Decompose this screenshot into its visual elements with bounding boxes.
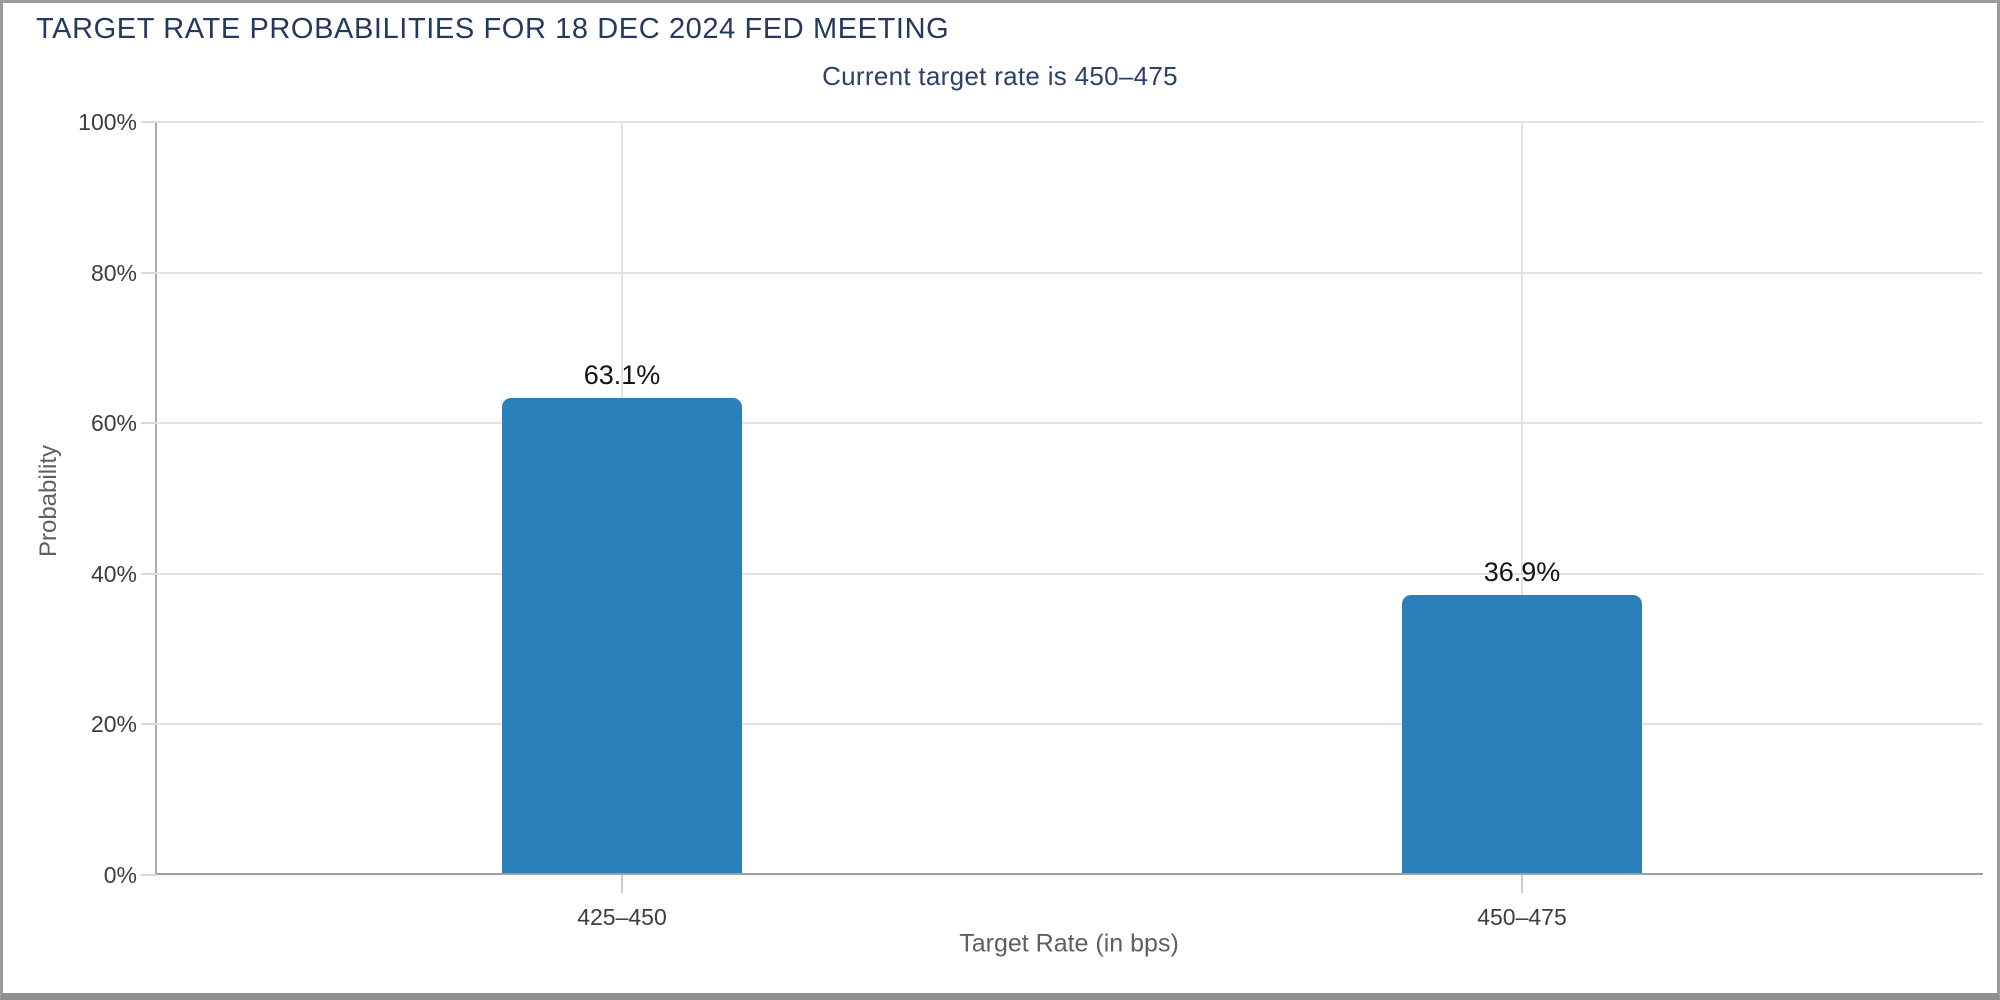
x-axis-title: Target Rate (in bps) [959, 929, 1179, 958]
y-tick-label: 40% [90, 560, 137, 587]
y-gridline [157, 271, 1983, 274]
chart-title: TARGET RATE PROBABILITIES FOR 18 DEC 202… [36, 13, 950, 45]
y-tick-label: 100% [78, 109, 137, 135]
bar-value-label: 63.1% [583, 359, 661, 390]
y-axis-tick [141, 572, 157, 575]
y-axis-tick [141, 422, 157, 425]
plot-area: 0% 20% 40% 60% 80% 100% 63.1% 425–450 36.9% 450–4… [78, 109, 1983, 930]
y-axis-tick [141, 121, 157, 123]
chart-subtitle: Current target rate is 450–475 [822, 61, 1178, 91]
y-tick-label: 20% [90, 711, 137, 738]
category-gridline [1521, 122, 1523, 873]
y-axis-tick [141, 271, 157, 274]
x-axis-tick [621, 875, 623, 893]
x-tick-label: 425–450 [577, 904, 667, 930]
bar-450–475[interactable] [1402, 595, 1642, 873]
y-gridline [157, 723, 1983, 726]
y-axis-tick [141, 723, 157, 726]
x-axis-tick [1521, 875, 1523, 893]
y-tick-label: 80% [90, 259, 137, 286]
y-axis-tick [141, 874, 157, 876]
y-axis-title: Probability [35, 444, 62, 558]
y-gridline [157, 121, 1983, 123]
bar-425–450[interactable] [502, 397, 742, 873]
y-gridline [157, 422, 1983, 425]
y-tick-label: 60% [90, 410, 137, 437]
bar-value-label: 36.9% [1483, 557, 1561, 588]
x-tick-label: 450–475 [1477, 904, 1567, 930]
y-tick-label: 0% [103, 862, 137, 888]
y-gridline [157, 572, 1983, 575]
